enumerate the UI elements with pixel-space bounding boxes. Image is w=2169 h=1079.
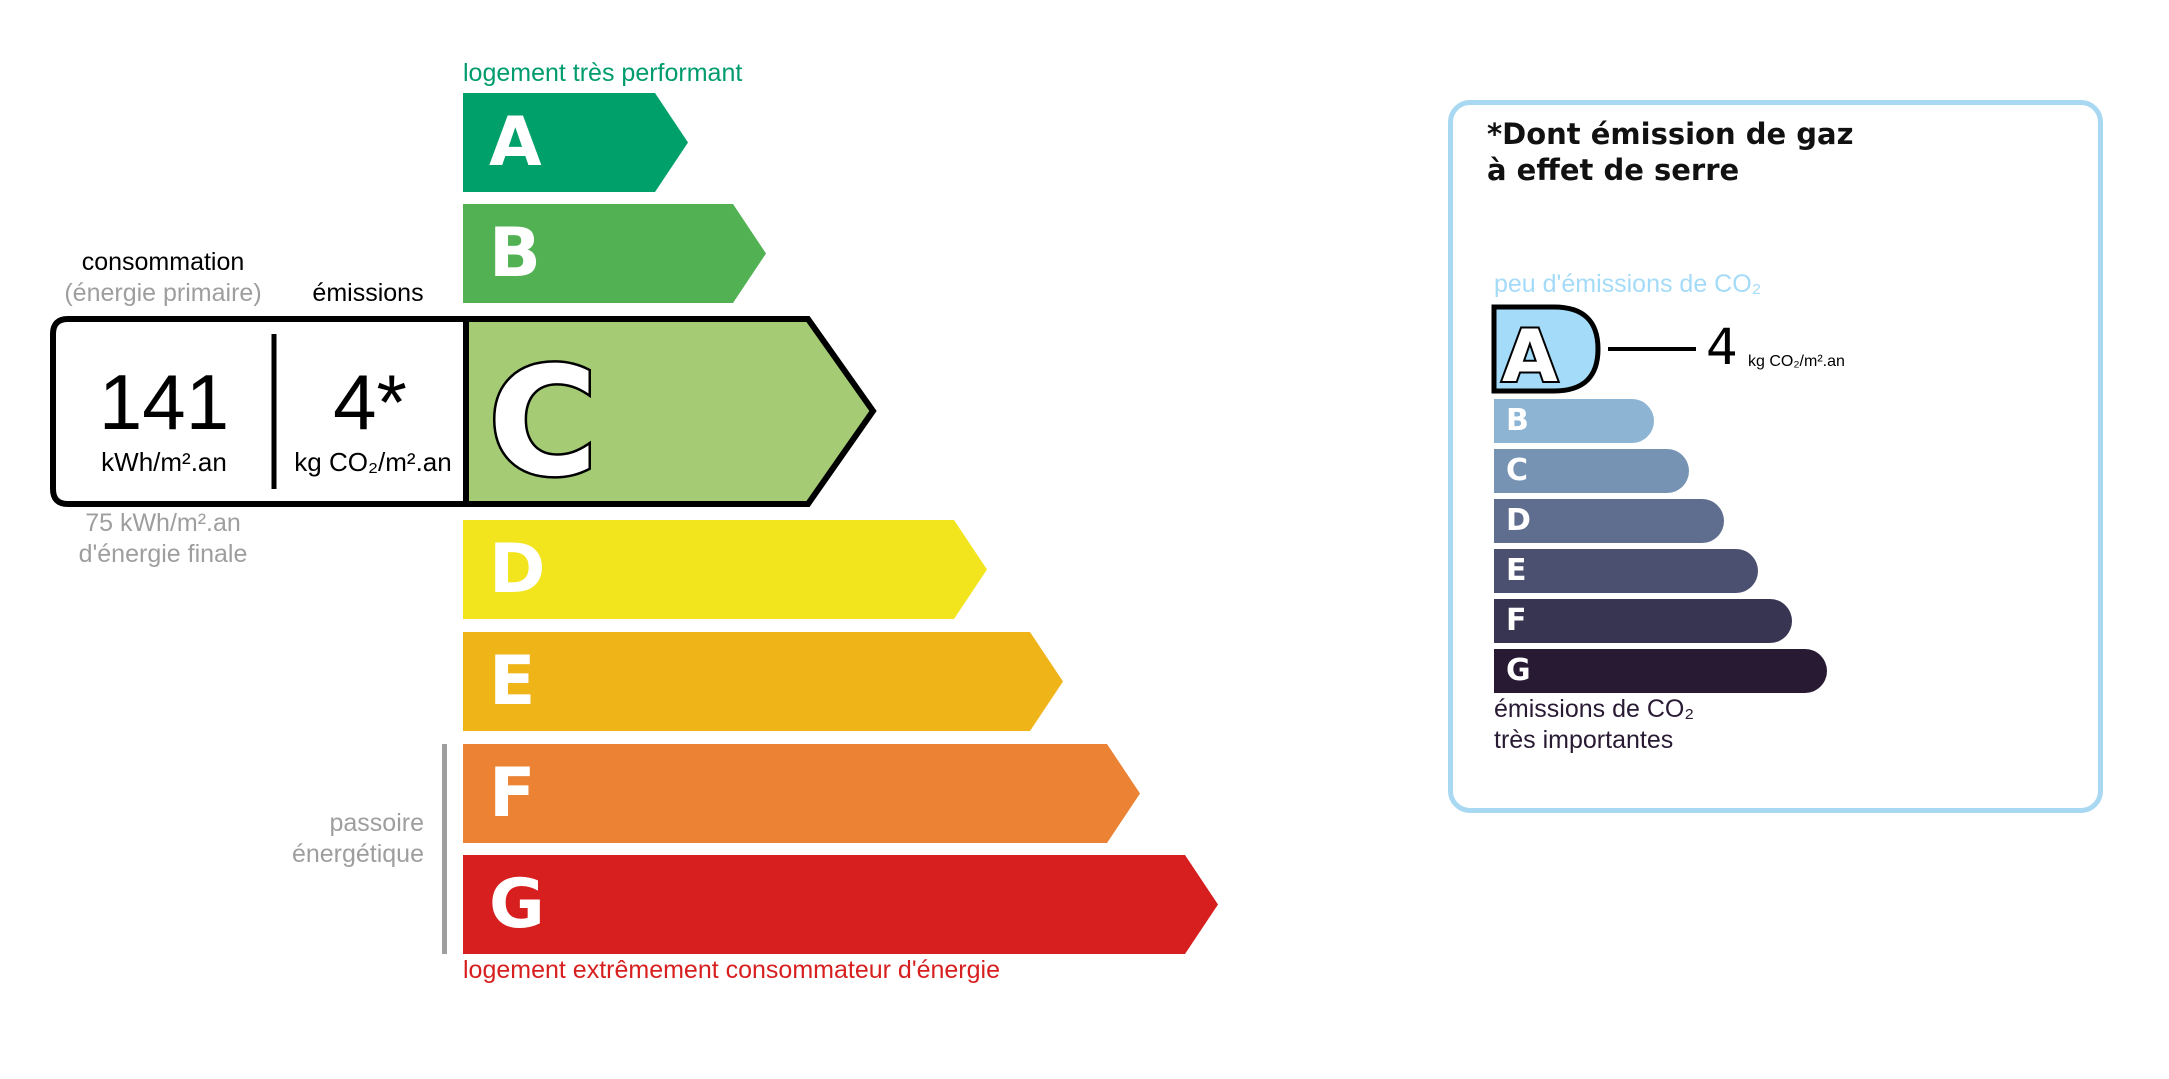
ghg-panel — [1448, 100, 2103, 813]
ghg-unit: kg CO₂/m².an — [1748, 353, 1845, 370]
ghg-bottom-label-2: très importantes — [1494, 726, 1674, 754]
class-letter: B — [1506, 403, 1529, 438]
energy-class-f: F — [463, 744, 1140, 843]
emissions-value: 4* — [333, 358, 407, 446]
class-letter: F — [1506, 603, 1527, 638]
energy-class-g: G — [463, 855, 1218, 954]
passoire-label-1: passoire — [329, 809, 425, 837]
ghg-class-b: B — [1494, 399, 1654, 443]
class-letter: D — [489, 530, 546, 609]
ghg-bottom-label-1: émissions de CO₂ — [1494, 695, 1695, 723]
ghg-class-g: G — [1494, 649, 1827, 693]
class-letter: G — [1506, 653, 1531, 688]
consumption-value: 141 — [98, 358, 230, 446]
ghg-value-connector — [1608, 347, 1696, 351]
class-letter: C — [1506, 453, 1529, 488]
energy-top-label: logement très performant — [463, 59, 743, 87]
emissions-unit: kg CO₂/m².an — [294, 447, 452, 477]
energy-class-a: A — [463, 93, 688, 192]
consumption-title: consommation — [81, 248, 245, 276]
passoire-line — [442, 744, 447, 954]
consumption-subtitle: (énergie primaire) — [64, 279, 262, 307]
ghg-title-1: *Dont émission de gaz — [1487, 117, 1854, 151]
ghg-class-d: D — [1494, 499, 1724, 543]
final-energy-value: 75 kWh/m².an — [85, 509, 241, 537]
energy-class-d: D — [463, 520, 987, 619]
ghg-class-e: E — [1494, 549, 1758, 593]
class-letter: F — [489, 754, 536, 833]
class-letter: G — [489, 865, 545, 944]
ghg-class-a-selected: A — [1491, 304, 1601, 395]
energy-class-e: E — [463, 632, 1063, 731]
class-letter: A — [489, 103, 542, 182]
summary-box — [50, 316, 469, 507]
ghg-class-c: C — [1494, 449, 1689, 493]
ghg-top-label: peu d'émissions de CO₂ — [1494, 270, 1762, 298]
ghg-title-2: à effet de serre — [1487, 153, 1740, 187]
class-letter: E — [1506, 553, 1527, 588]
energy-class-b: B — [463, 204, 766, 303]
energy-bottom-label: logement extrêmement consommateur d'éner… — [463, 956, 1000, 984]
final-energy-label: d'énergie finale — [78, 540, 248, 568]
emissions-title: émissions — [312, 279, 424, 307]
class-c-arrow — [463, 316, 877, 507]
ghg-value: 4 — [1706, 318, 1738, 376]
class-letter: E — [489, 642, 536, 721]
class-letter: B — [489, 214, 541, 293]
ghg-class-a-letter: A — [1502, 314, 1558, 395]
ghg-class-f: F — [1494, 599, 1792, 643]
consumption-unit: kWh/m².an — [101, 447, 227, 477]
class-c-letter: C — [488, 336, 598, 509]
class-letter: D — [1506, 503, 1531, 538]
energy-class-c-selected: C — [50, 316, 877, 509]
passoire-label-2: énergétique — [291, 840, 424, 868]
